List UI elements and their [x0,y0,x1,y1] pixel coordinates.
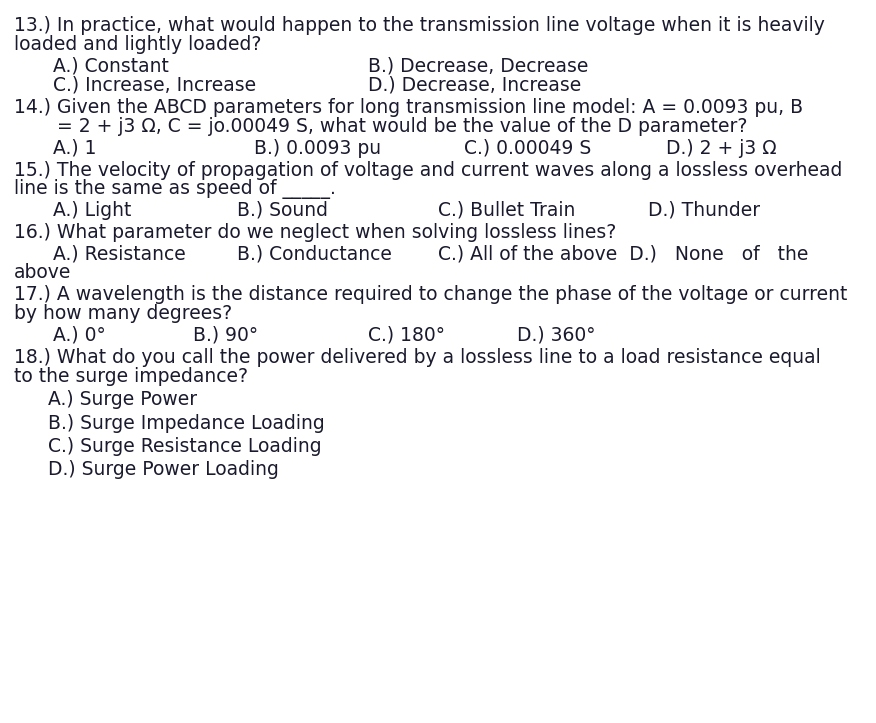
Text: B.) 0.0093 pu: B.) 0.0093 pu [254,139,381,158]
Text: A.) 1: A.) 1 [53,139,96,158]
Text: B.) 90°: B.) 90° [193,325,258,344]
Text: to the surge impedance?: to the surge impedance? [14,367,248,386]
Text: 14.) Given the ABCD parameters for long transmission line model: A = 0.0093 pu, : 14.) Given the ABCD parameters for long … [14,98,803,117]
Text: 18.) What do you call the power delivered by a lossless line to a load resistanc: 18.) What do you call the power delivere… [14,348,821,367]
Text: by how many degrees?: by how many degrees? [14,304,232,322]
Text: D.) 2 + j3 Ω: D.) 2 + j3 Ω [666,139,776,158]
Text: 17.) A wavelength is the distance required to change the phase of the voltage or: 17.) A wavelength is the distance requir… [14,285,847,304]
Text: above: above [14,263,71,282]
Text: loaded and lightly loaded?: loaded and lightly loaded? [14,35,261,54]
Text: B.) Sound: B.) Sound [237,201,328,220]
Text: D.) Decrease, Increase: D.) Decrease, Increase [368,76,581,95]
Text: C.) 0.00049 S: C.) 0.00049 S [464,139,591,158]
Text: C.) 180°: C.) 180° [368,325,445,344]
Text: A.) 0°: A.) 0° [53,325,105,344]
Text: D.) 360°: D.) 360° [517,325,596,344]
Text: = 2 + j3 Ω, C = jo.00049 S, what would be the value of the D parameter?: = 2 + j3 Ω, C = jo.00049 S, what would b… [57,117,747,136]
Text: B.) Decrease, Decrease: B.) Decrease, Decrease [368,56,589,75]
Text: A.) Light: A.) Light [53,201,131,220]
Text: B.) Conductance: B.) Conductance [237,244,392,263]
Text: C.) All of the above  D.)   None   of   the: C.) All of the above D.) None of the [438,244,809,263]
Text: 13.) In practice, what would happen to the transmission line voltage when it is : 13.) In practice, what would happen to t… [14,16,825,35]
Text: B.) Surge Impedance Loading: B.) Surge Impedance Loading [48,414,325,432]
Text: line is the same as speed of _____.: line is the same as speed of _____. [14,179,336,200]
Text: D.) Surge Power Loading: D.) Surge Power Loading [48,460,279,479]
Text: A.) Constant: A.) Constant [53,56,168,75]
Text: A.) Surge Power: A.) Surge Power [48,390,197,409]
Text: C.) Increase, Increase: C.) Increase, Increase [53,76,256,95]
Text: D.) Thunder: D.) Thunder [648,201,760,220]
Text: 16.) What parameter do we neglect when solving lossless lines?: 16.) What parameter do we neglect when s… [14,223,616,241]
Text: A.) Resistance: A.) Resistance [53,244,186,263]
Text: C.) Bullet Train: C.) Bullet Train [438,201,576,220]
Text: C.) Surge Resistance Loading: C.) Surge Resistance Loading [48,437,321,455]
Text: 15.) The velocity of propagation of voltage and current waves along a lossless o: 15.) The velocity of propagation of volt… [14,161,843,179]
